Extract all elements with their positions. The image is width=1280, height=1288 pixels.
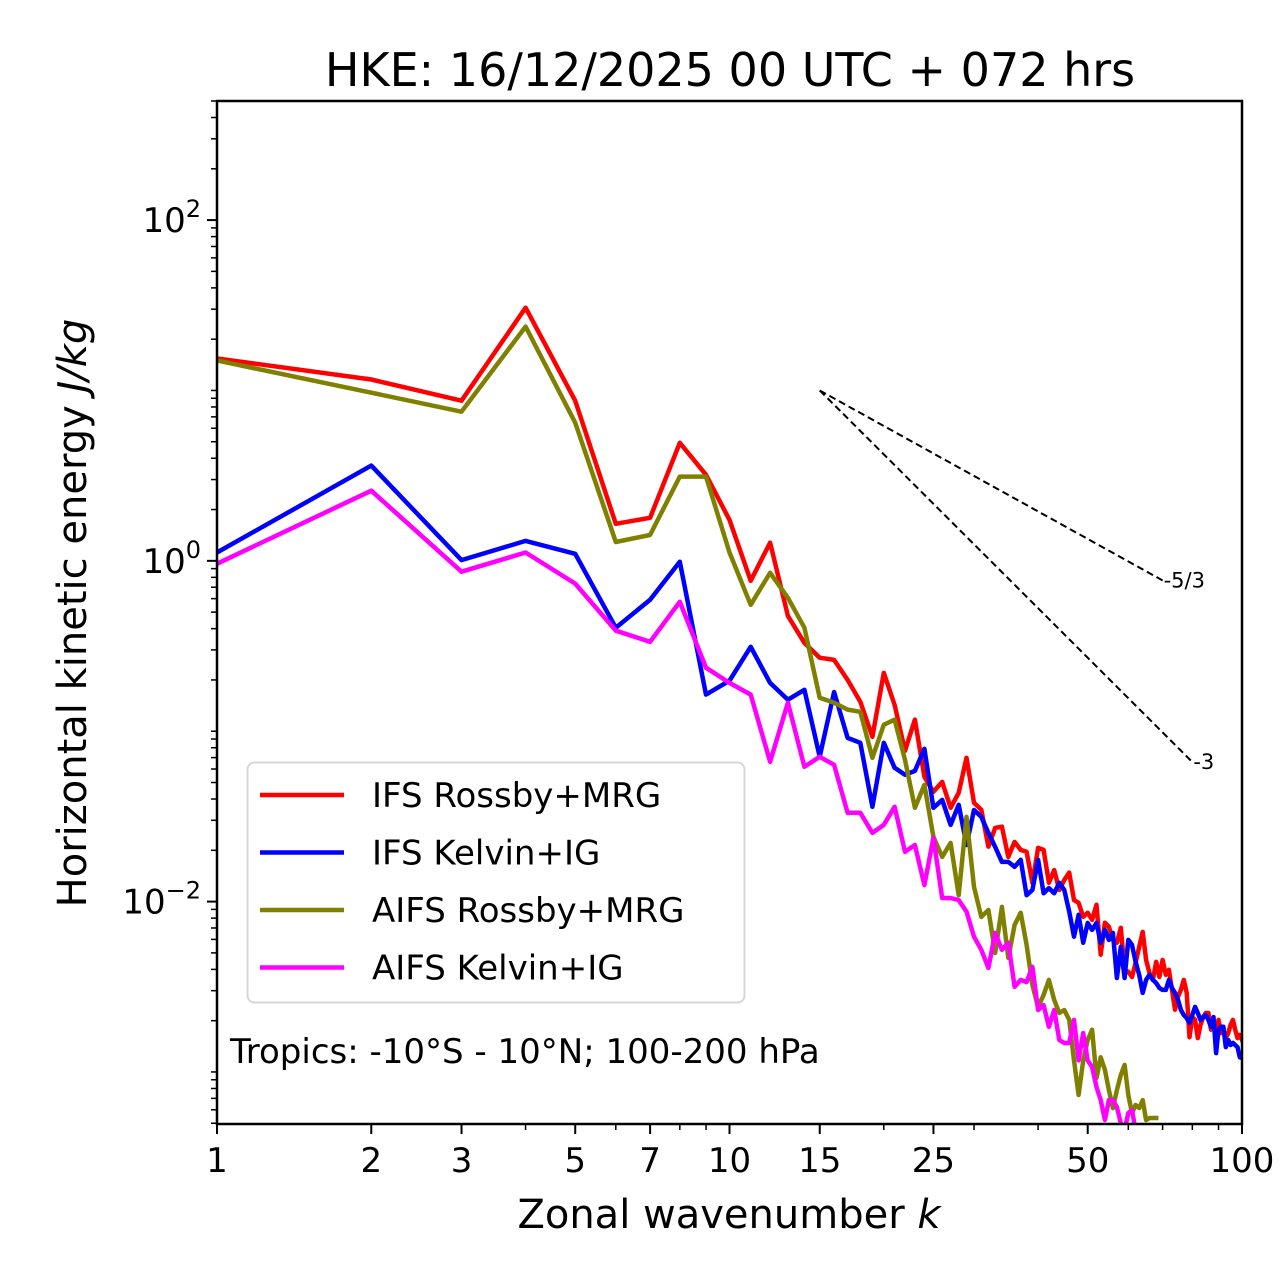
legend-label: IFS Kelvin+IG xyxy=(372,834,600,874)
legend-item: AIFS Rossby+MRG xyxy=(260,891,684,931)
legend-label: IFS Rossby+MRG xyxy=(372,776,661,816)
x-tick-label: 3 xyxy=(451,1141,473,1181)
y-tick-label-base: 10 xyxy=(142,542,185,582)
x-axis-label-var: k xyxy=(917,1192,942,1238)
x-axis-label-text: Zonal wavenumber xyxy=(517,1192,905,1238)
series-line-aifs-rossby-mrg xyxy=(217,324,1159,1123)
x-tick-label: 25 xyxy=(912,1141,955,1181)
legend-label: AIFS Rossby+MRG xyxy=(372,891,684,931)
x-tick-label: 10 xyxy=(708,1141,751,1181)
x-axis-label: Zonal wavenumber k xyxy=(517,1192,942,1238)
reference-slope-label: -3 xyxy=(1193,750,1214,774)
x-tick-label: 1 xyxy=(206,1141,228,1181)
legend-item: AIFS Kelvin+IG xyxy=(260,949,624,989)
x-tick-label: 7 xyxy=(639,1141,661,1181)
reference-slopes: -5/3 -3 xyxy=(819,389,1214,774)
series-line-aifs-kelvin-ig xyxy=(217,488,1137,1124)
y-tick-label-exponent: 0 xyxy=(186,536,201,564)
legend-item: IFS Rossby+MRG xyxy=(260,776,661,816)
region-annotation: Tropics: -10°S - 10°N; 100-200 hPa xyxy=(229,1032,820,1072)
x-tick-label: 50 xyxy=(1066,1141,1109,1181)
reference-slope-line xyxy=(819,389,1164,582)
y-tick-label: 100 xyxy=(142,536,201,582)
legend-item: IFS Kelvin+IG xyxy=(260,834,600,874)
y-tick-label: 102 xyxy=(142,195,201,241)
x-tick-label: 2 xyxy=(360,1141,382,1181)
y-tick-label-exponent: −2 xyxy=(166,877,201,905)
axes-frame xyxy=(215,99,1244,1126)
y-axis-label: Horizontal kinetic energy J/kg xyxy=(50,319,96,908)
series-line-ifs-kelvin-ig xyxy=(217,463,1242,1061)
legend-label: AIFS Kelvin+IG xyxy=(372,949,624,989)
x-axis-ticks: 1 2 3 5 7 10 15 25 50 100 xyxy=(206,1124,1274,1181)
reference-slope-label: -5/3 xyxy=(1164,568,1205,592)
series-layer xyxy=(217,305,1242,1124)
y-tick-label: 10−2 xyxy=(122,877,201,923)
legend-box xyxy=(246,761,746,1004)
y-tick-label-base: 10 xyxy=(122,883,165,923)
legend: IFS Rossby+MRG IFS Kelvin+IG AIFS Rossby+M… xyxy=(246,761,746,1004)
x-tick-label: 5 xyxy=(564,1141,586,1181)
y-axis-label-units: J/kg xyxy=(50,319,96,400)
y-axis-label-text: Horizontal kinetic energy xyxy=(50,405,96,907)
x-tick-label: 100 xyxy=(1210,1141,1275,1181)
y-tick-label-exponent: 2 xyxy=(186,195,201,223)
y-tick-label-base: 10 xyxy=(142,201,185,241)
x-tick-label: 15 xyxy=(798,1141,841,1181)
chart-title: HKE: 16/12/2025 00 UTC + 072 hrs xyxy=(325,43,1135,97)
